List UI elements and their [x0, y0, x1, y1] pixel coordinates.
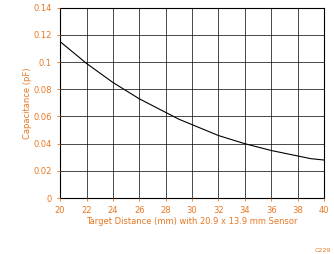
Y-axis label: Capacitance (pF): Capacitance (pF)	[23, 67, 32, 139]
X-axis label: Target Distance (mm) with 20.9 x 13.9 mm Sensor: Target Distance (mm) with 20.9 x 13.9 mm…	[86, 217, 298, 226]
Text: C229: C229	[314, 248, 331, 253]
